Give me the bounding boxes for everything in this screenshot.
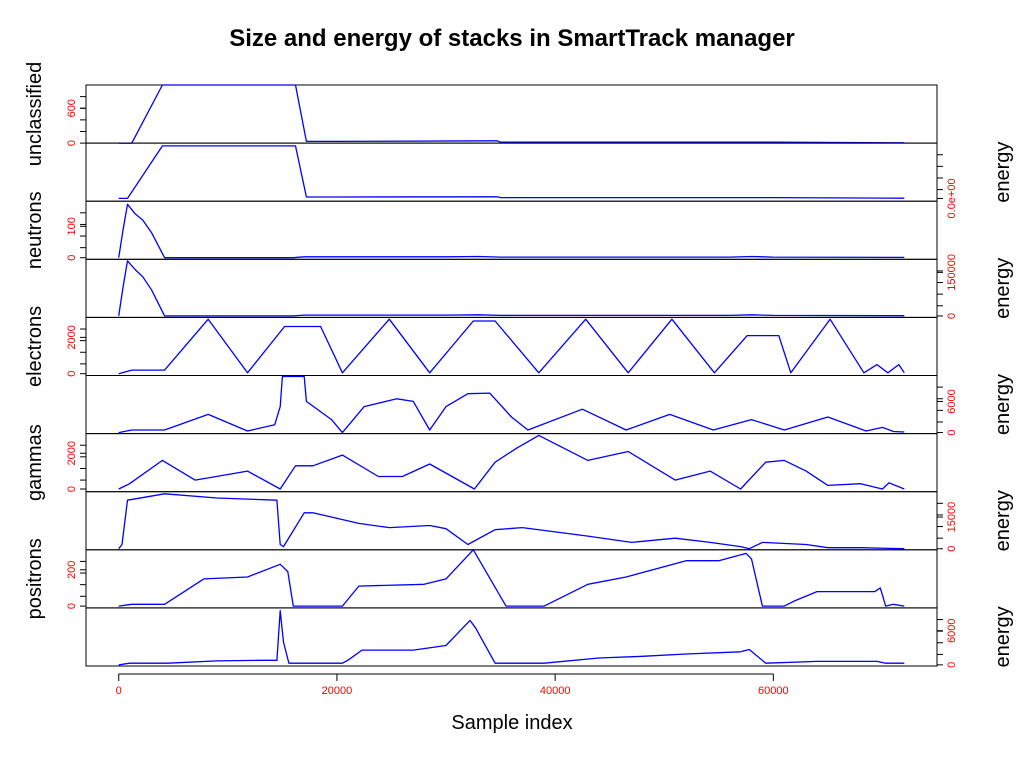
panel-positrons-size-series-line: [118, 549, 905, 607]
panel-neutrons-size-y-tick-label: 100: [66, 217, 78, 235]
panel-gammas-size-y-tick-label: 0: [66, 486, 78, 492]
panel-gammas-energy-series-line: [118, 493, 905, 550]
panel-positrons-energy-y-axis-title: energy: [992, 606, 1014, 667]
panel-positrons-energy-y-tick-label: 6000: [946, 618, 958, 642]
panel-positrons-size-y-tick-label: 200: [66, 561, 78, 579]
panel-neutrons-energy-y-axis-title: energy: [992, 258, 1014, 319]
panel-positrons-size-y-axis-title: positrons: [24, 538, 46, 619]
panel-neutrons-energy-y-tick-label: 150000: [946, 254, 958, 291]
panel-gammas-energy: 0 15000 energy: [85, 490, 1014, 552]
panel-unclassified-energy-y-tick-label: 0.0e+00: [946, 178, 958, 218]
x-axis-tick-label: 60000: [758, 685, 789, 697]
panel-gammas-energy-y-tick-label: 0: [946, 546, 958, 552]
panel-gammas-size-y-tick-label: 2000: [66, 441, 78, 465]
panels-layer: 0 600 unclassified 0.0e+00 energy 0 100 neutron…: [24, 62, 1014, 668]
panel-unclassified-size-frame: [85, 84, 938, 144]
panel-gammas-size: 0 2000 gammas: [24, 424, 938, 501]
panel-gammas-energy-frame: [85, 491, 938, 551]
panel-neutrons-size: 0 100 neutrons: [24, 191, 938, 269]
panel-electrons-energy: 0 6000 energy: [85, 374, 1014, 436]
panel-unclassified-energy: 0.0e+00 energy: [85, 142, 1014, 218]
x-axis-tick-label: 20000: [322, 685, 353, 697]
panel-unclassified-size-y-axis-title: unclassified: [24, 62, 46, 167]
panel-electrons-energy-series-line: [118, 375, 905, 434]
chart-title: Size and energy of stacks in SmartTrack …: [229, 25, 795, 52]
panel-neutrons-energy-y-tick-label: 0: [946, 313, 958, 319]
panel-neutrons-size-series-line: [118, 203, 905, 259]
panel-electrons-energy-y-axis-title: energy: [992, 374, 1014, 435]
panel-positrons-size: 0 200 positrons: [24, 538, 938, 619]
panel-positrons-energy-series-line: [118, 610, 905, 666]
panel-electrons-size-series-line: [118, 318, 905, 375]
panel-neutrons-energy-frame: [85, 258, 938, 318]
panel-unclassified-energy-frame: [85, 142, 938, 202]
panel-electrons-size: 0 2000 electrons: [24, 306, 938, 387]
panel-unclassified-size-series-line: [118, 84, 905, 144]
panel-positrons-energy-frame: [85, 607, 938, 667]
x-axis-title: Sample index: [451, 712, 572, 734]
panel-unclassified-energy-series-line: [118, 145, 905, 200]
panel-unclassified-size-y-tick-label: 600: [66, 99, 78, 117]
panel-electrons-size-y-axis-title: electrons: [24, 306, 46, 387]
panel-unclassified-size-y-tick-label: 0: [66, 140, 78, 146]
panel-gammas-size-y-axis-title: gammas: [24, 424, 46, 501]
panel-electrons-size-y-tick-label: 2000: [66, 325, 78, 349]
panel-gammas-energy-y-axis-title: energy: [992, 490, 1014, 551]
panel-gammas-energy-y-tick-label: 15000: [946, 502, 958, 533]
panel-neutrons-size-y-tick-label: 0: [66, 255, 78, 261]
panel-neutrons-energy-series-line: [118, 260, 905, 317]
x-axis-tick-label: 0: [116, 685, 122, 697]
panel-neutrons-size-y-axis-title: neutrons: [24, 191, 46, 269]
panel-neutrons-energy: 0 150000 energy: [85, 254, 1014, 319]
panel-neutrons-size-frame: [85, 200, 938, 260]
panel-positrons-size-y-tick-label: 0: [66, 603, 78, 609]
panel-unclassified-energy-y-axis-title: energy: [992, 142, 1014, 203]
panel-positrons-energy: 0 6000 energy: [85, 606, 1014, 668]
x-axis: 0 20000 40000 60000: [116, 673, 789, 697]
x-axis-tick-label: 40000: [540, 685, 571, 697]
panel-electrons-energy-y-tick-label: 6000: [946, 389, 958, 413]
panel-electrons-energy-y-tick-label: 0: [946, 430, 958, 436]
panel-unclassified-size: 0 600 unclassified: [24, 62, 938, 167]
panel-electrons-size-y-tick-label: 0: [66, 371, 78, 377]
panel-gammas-size-series-line: [118, 434, 905, 490]
panel-gammas-size-frame: [85, 433, 938, 493]
panel-positrons-energy-y-tick-label: 0: [946, 662, 958, 668]
panel-electrons-energy-frame: [85, 375, 938, 435]
